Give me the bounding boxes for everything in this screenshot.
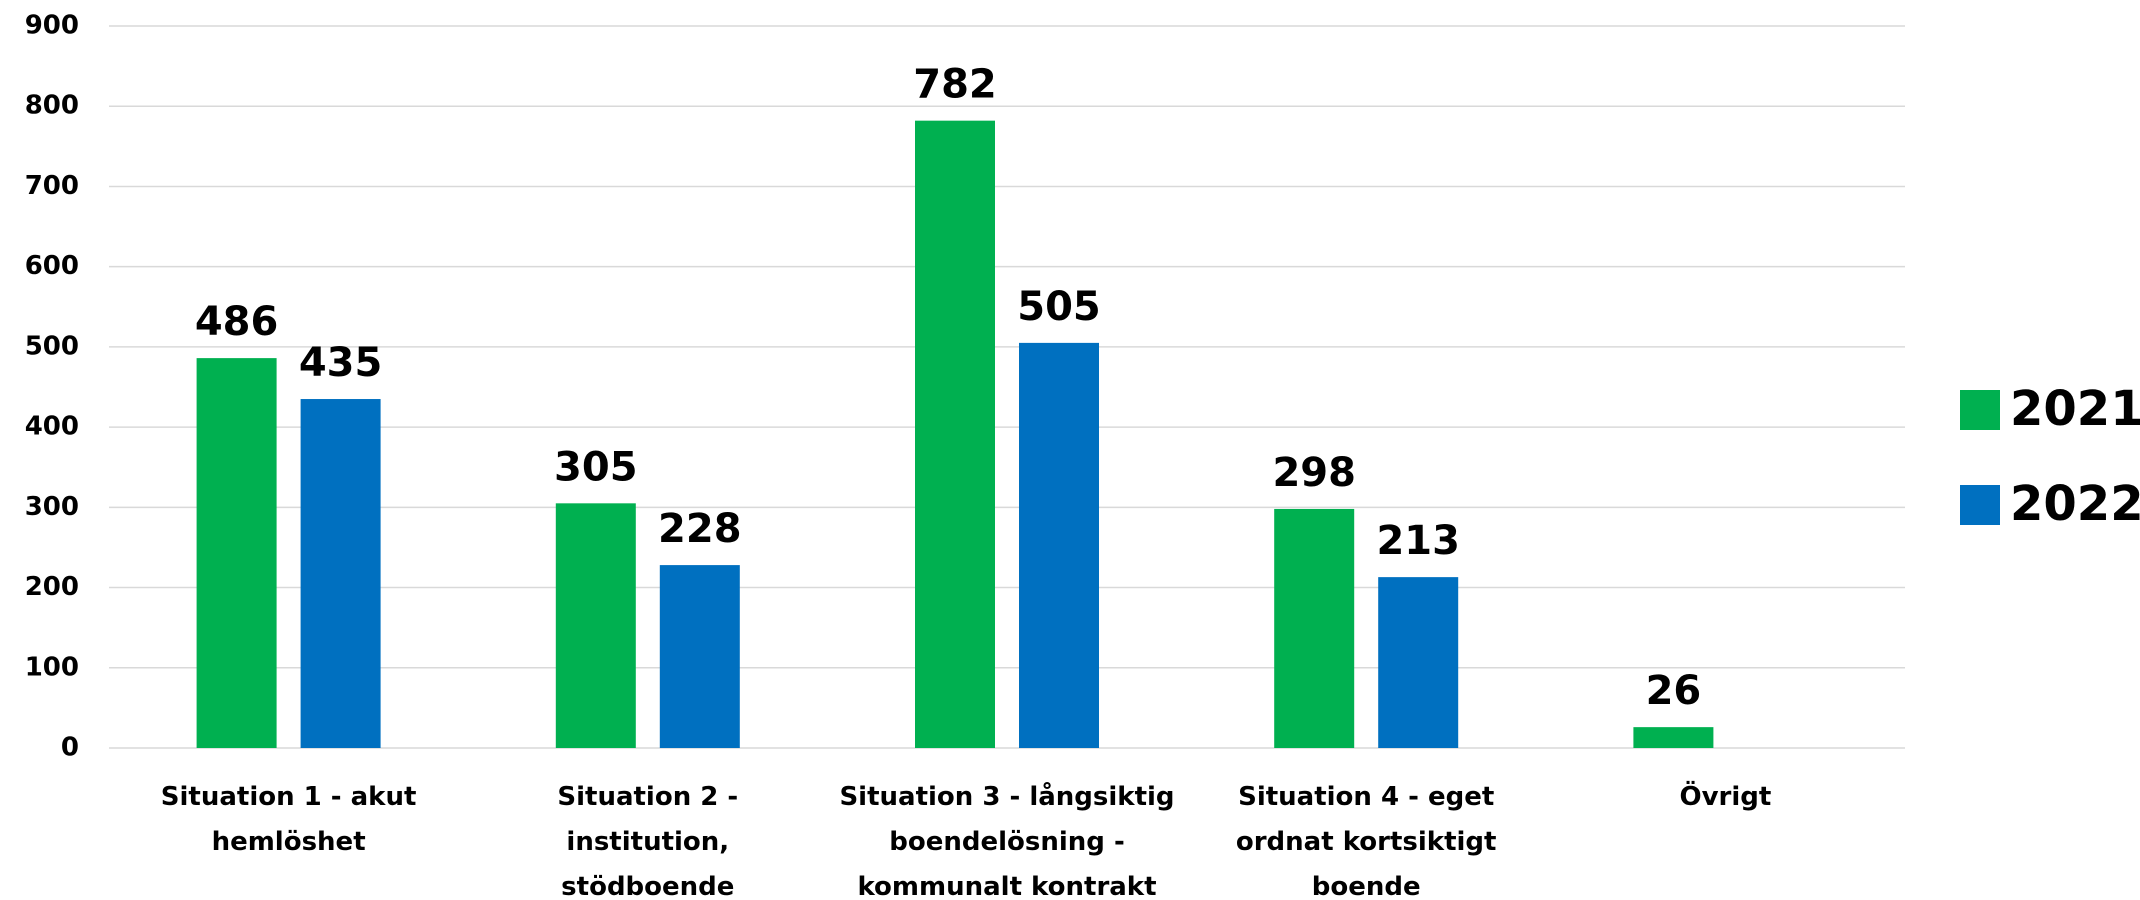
y-tick-label: 200	[25, 572, 79, 602]
value-label: 213	[1376, 518, 1460, 564]
y-tick-label: 700	[25, 171, 79, 201]
value-label: 26	[1646, 668, 1702, 714]
legend-label: 2021	[2010, 381, 2140, 437]
y-tick-label: 800	[25, 91, 79, 121]
bar	[1633, 727, 1714, 748]
y-tick-label: 900	[25, 11, 79, 41]
x-tick-label: Situation 4 - eget ordnat kortsiktigt bo…	[1235, 782, 1497, 900]
bar	[659, 565, 740, 748]
x-tick-label: Övrigt	[1679, 782, 1772, 812]
legend-swatch	[1960, 390, 2000, 430]
value-label: 782	[913, 62, 997, 108]
value-label: 298	[1272, 450, 1356, 496]
bar	[1274, 508, 1355, 748]
legend-swatch	[1960, 485, 2000, 525]
bar	[196, 358, 277, 748]
value-label: 228	[658, 506, 742, 552]
x-tick-label: Situation 2 - institution, stödboende	[557, 782, 739, 900]
y-tick-label: 500	[25, 331, 79, 361]
y-tick-label: 400	[25, 412, 79, 442]
bar	[915, 120, 995, 748]
bar	[1019, 342, 1099, 748]
bar	[555, 503, 636, 748]
y-tick-label: 100	[25, 652, 79, 682]
x-tick-label: Situation 1 - akut hemlöshet	[160, 782, 417, 857]
bar	[300, 399, 381, 748]
x-tick-label: Situation 3 - långsiktig boendelösning -…	[839, 782, 1175, 900]
y-tick-label: 0	[61, 733, 79, 763]
value-label: 505	[1017, 284, 1101, 330]
y-tick-label: 600	[25, 251, 79, 281]
value-label: 435	[299, 340, 383, 386]
bar	[1378, 577, 1459, 748]
value-label: 305	[554, 444, 638, 490]
value-label: 486	[195, 299, 279, 345]
y-tick-label: 300	[25, 492, 79, 522]
legend-label: 2022	[2010, 476, 2140, 532]
